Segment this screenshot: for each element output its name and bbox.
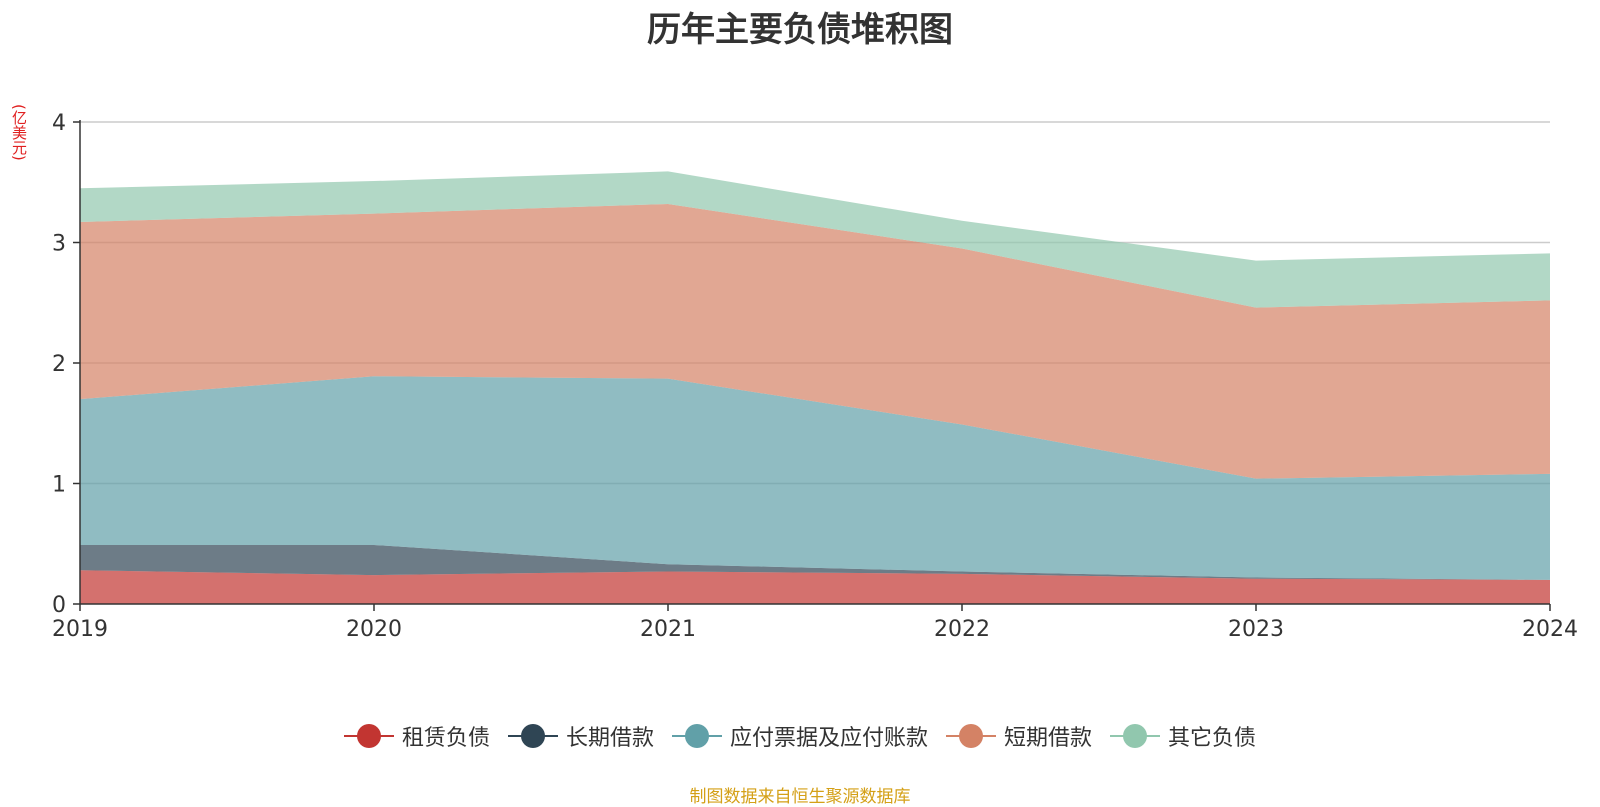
y-tick-label: 0 <box>52 593 66 618</box>
axes: 0 1 2 3 4 2019 2020 2021 2022 2023 2024 <box>52 111 1578 642</box>
legend-swatch <box>507 723 558 749</box>
area-2 <box>80 544 1550 580</box>
chart-title: 历年主要负债堆积图 <box>647 10 953 50</box>
area-4 <box>80 203 1550 479</box>
x-tick-label: 2024 <box>1522 617 1578 642</box>
legend-item[interactable]: 租赁负债 <box>343 720 490 752</box>
legend-swatch <box>343 723 394 749</box>
legend-dot <box>1123 724 1148 748</box>
y-tick-label: 1 <box>52 473 66 498</box>
legend-swatch <box>946 723 996 749</box>
x-tick-label: 2023 <box>1228 617 1284 642</box>
x-tick-label: 2020 <box>346 617 402 642</box>
x-tick-label: 2021 <box>640 617 696 642</box>
y-tick-label: 3 <box>52 232 66 257</box>
y-tick-label: 2 <box>52 352 66 377</box>
stacked-areas <box>80 171 1550 604</box>
legend-dot <box>959 724 983 748</box>
legend-item[interactable]: 长期借款 <box>507 720 654 752</box>
legend-dot <box>520 724 545 748</box>
legend-label: 应付票据及应付账款 <box>729 726 928 751</box>
y-axis-unit-label: (亿美元) <box>10 104 28 161</box>
legend-swatch <box>671 723 722 749</box>
legend-label: 租赁负债 <box>401 726 490 751</box>
source-note: 制图数据来自恒生聚源数据库 <box>689 787 911 807</box>
legend-item[interactable]: 其它负债 <box>1110 720 1256 752</box>
legend-label: 长期借款 <box>565 726 654 751</box>
x-tick-label: 2022 <box>934 617 990 642</box>
area-1 <box>80 570 1550 604</box>
legend-item[interactable]: 短期借款 <box>946 720 1092 752</box>
x-tick-label: 2019 <box>52 617 108 642</box>
legend-label: 其它负债 <box>1168 726 1257 751</box>
y-tick-label: 4 <box>52 111 66 136</box>
legend-swatch <box>1110 723 1161 749</box>
legend: 租赁负债 长期借款 应付票据及应付账款 短期借款 其它负债 <box>0 720 1600 752</box>
legend-item[interactable]: 应付票据及应付账款 <box>671 720 928 752</box>
legend-dot <box>356 724 381 748</box>
legend-label: 短期借款 <box>1004 726 1093 751</box>
area-5 <box>80 171 1550 308</box>
legend-dot <box>684 724 709 748</box>
area-3 <box>80 376 1550 580</box>
